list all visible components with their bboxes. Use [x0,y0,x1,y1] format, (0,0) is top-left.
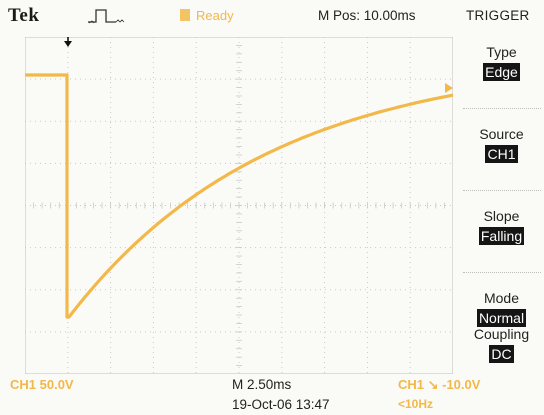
trigger-position-arrow-icon[interactable] [64,37,72,47]
menu-item-value: Falling [478,227,525,245]
menu-item-label: Coupling [473,326,530,342]
status-indicator-icon [180,9,190,21]
trigger-level-arrow-icon[interactable] [445,83,453,93]
status-text: Ready [196,8,234,23]
acquisition-status: Ready [180,8,234,23]
menu-title: TRIGGER [466,8,530,23]
pulse-waveform-icon [88,9,125,24]
trigger-readout: CH1 ↘ -10.0V [398,377,481,392]
menu-item-value: Normal [476,309,527,327]
menu-item-type[interactable]: Type Edge [459,30,544,110]
menu-divider [463,190,541,191]
graticule: 1 [25,37,453,374]
brand-logo: Tek [8,5,40,26]
menu-item-value: CH1 [485,145,518,163]
horizontal-position-readout: M Pos: 10.00ms [318,8,416,23]
menu-item-slope[interactable]: Slope Falling [459,194,544,274]
menu-item-source[interactable]: Source CH1 [459,112,544,192]
menu-item-label: Source [479,126,524,142]
trigger-frequency-readout: <10Hz [398,397,434,411]
menu-divider [463,272,541,273]
menu-divider [463,108,541,109]
menu-item-label: Type [486,44,517,60]
grid-lines [25,37,453,374]
menu-item-coupling[interactable]: Coupling DC [459,312,544,392]
datetime-readout: 19-Oct-06 13:47 [232,397,330,412]
menu-item-value: Edge [483,63,520,81]
menu-item-label: Slope [483,208,520,224]
channel1-scale-readout: CH1 50.0V [10,377,74,392]
status-bar: Tek Ready M Pos: 10.00ms TRIGGER [0,0,544,30]
menu-item-label: Mode [483,290,520,306]
menu-item-mode[interactable]: Mode Normal [459,276,544,356]
menu-item-value: DC [489,345,514,363]
channel1-waveform [25,73,453,319]
timebase-readout: M 2.50ms [232,377,292,392]
